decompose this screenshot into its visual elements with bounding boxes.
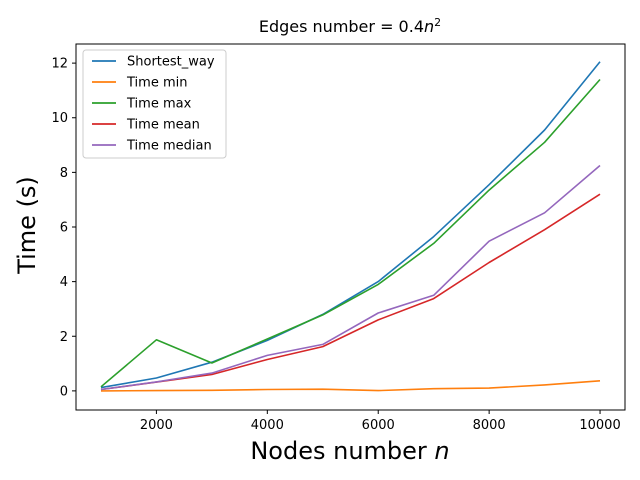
chart-title: Edges number = 0.4n2	[259, 16, 441, 36]
series-line-time-max	[100, 78, 601, 388]
x-tick-label: 6000	[362, 418, 395, 433]
legend-entry: Time max	[126, 97, 192, 112]
legend-entry: Time mean	[126, 118, 200, 133]
x-tick-label: 4000	[251, 418, 284, 433]
legend-entry: Shortest_way	[127, 55, 215, 70]
series-line-time-min	[100, 380, 601, 392]
x-axis-ticks: 2000 4000 6000 8000 10000	[140, 410, 621, 433]
legend: Shortest_way Time min Time max Time mean Tim…	[82, 49, 227, 159]
legend-box	[82, 49, 227, 159]
y-tick-label: 2	[60, 330, 68, 345]
series-layer	[100, 61, 601, 392]
y-axis-label: Time (s)	[13, 176, 41, 275]
legend-entry: Time median	[126, 139, 212, 154]
y-tick-label: 8	[60, 166, 68, 181]
y-axis-ticks: 0 2 4 6 8 10 12	[51, 57, 76, 399]
x-tick-label: 10000	[579, 418, 620, 433]
y-tick-label: 12	[51, 57, 68, 72]
y-tick-label: 6	[60, 221, 68, 236]
series-line-shortest-way	[100, 61, 601, 389]
legend-entry: Time min	[126, 76, 187, 91]
x-tick-label: 8000	[473, 418, 506, 433]
x-axis-label: Nodes number n	[250, 437, 449, 465]
y-tick-label: 4	[60, 275, 68, 290]
y-tick-label: 10	[51, 111, 68, 126]
series-line-time-median	[100, 164, 601, 391]
y-tick-label: 0	[60, 384, 68, 399]
x-tick-label: 2000	[140, 418, 173, 433]
